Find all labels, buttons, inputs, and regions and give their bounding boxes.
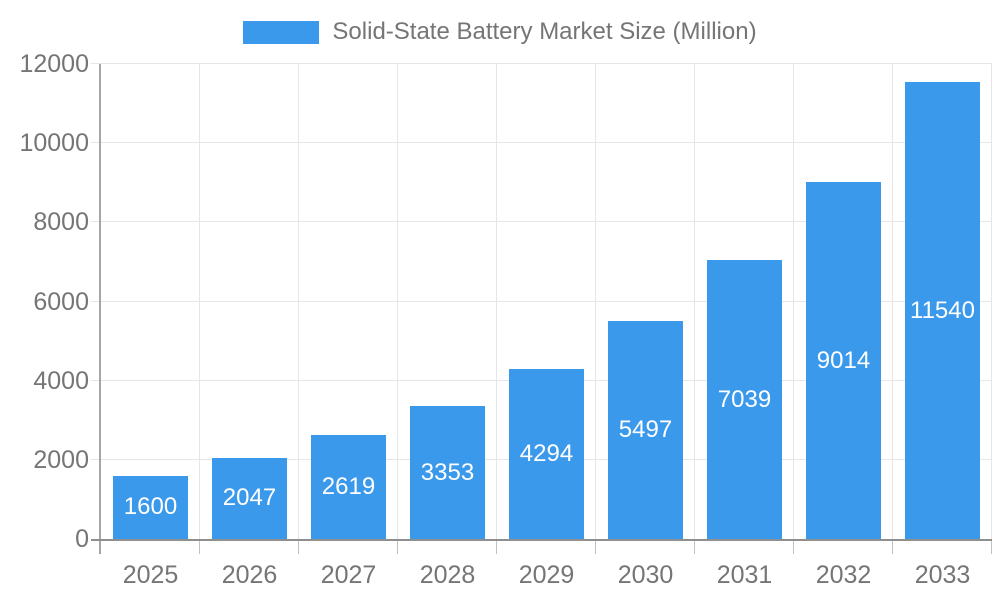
gridline-vertical [991, 64, 992, 539]
bar-2026[interactable]: 2047 [212, 457, 287, 539]
gridline-vertical [595, 64, 596, 539]
gridline-vertical [298, 64, 299, 539]
x-axis-tick [199, 541, 200, 554]
bar-2031[interactable]: 7039 [707, 260, 782, 539]
x-axis-line [91, 539, 992, 541]
bar-value-label: 1600 [123, 493, 178, 521]
bar-value-label: 4294 [519, 440, 574, 467]
bar-value-label: 11540 [910, 296, 975, 324]
bar-2028[interactable]: 3353 [410, 406, 485, 539]
y-axis-label: 4000 [33, 366, 89, 395]
bar-2027[interactable]: 2619 [311, 435, 386, 539]
x-axis-tick [892, 541, 893, 554]
x-axis-label: 2031 [716, 561, 773, 589]
bar-2032[interactable]: 9014 [806, 182, 881, 539]
x-axis-label: 2029 [518, 561, 575, 589]
bar-2025[interactable]: 1600 [113, 475, 188, 539]
x-axis-tick [694, 541, 695, 554]
gridline-vertical [397, 64, 398, 539]
x-axis-label: 2033 [914, 561, 971, 589]
y-axis-label: 2000 [33, 445, 89, 474]
x-axis-label: 2027 [320, 561, 377, 589]
bar-value-label: 3353 [420, 458, 475, 486]
bar-2029[interactable]: 4294 [509, 369, 584, 539]
y-axis-label: 12000 [19, 50, 89, 78]
y-axis-label: 0 [75, 525, 89, 553]
x-axis-tick [793, 541, 794, 554]
legend-label: Solid-State Battery Market Size (Million… [332, 18, 757, 45]
x-axis-label: 2026 [221, 561, 278, 589]
gridline-vertical [496, 64, 497, 539]
y-axis-labels: 0 2000 4000 6000 8000 10000 12000 [19, 50, 992, 553]
gridline-horizontal [91, 63, 992, 64]
x-axis-label: 2030 [617, 561, 674, 589]
bar-2030[interactable]: 5497 [608, 321, 683, 539]
y-axis-line [99, 64, 101, 554]
bar-2033[interactable]: 11540 [905, 82, 980, 539]
y-axis-label: 6000 [33, 287, 89, 316]
gridline-vertical [199, 64, 200, 539]
x-axis-tick [595, 541, 596, 554]
bar-value-label: 9014 [816, 346, 871, 374]
gridline-horizontal [91, 300, 992, 302]
bar-value-label: 5497 [618, 416, 673, 444]
gridline-vertical [694, 64, 695, 539]
x-axis-tick [991, 541, 992, 554]
x-axis-label: 2032 [815, 561, 872, 589]
gridline-horizontal [91, 221, 992, 223]
bar-value-label: 2047 [222, 484, 277, 512]
x-axis-label: 2028 [419, 561, 476, 589]
x-axis-tick [496, 541, 497, 554]
x-axis-label: 2025 [122, 561, 179, 589]
x-axis-tick [397, 541, 398, 554]
bars-layer: 1600 2047 2619 3353 4294 5497 7039 9014 11540 [101, 64, 992, 539]
gridline-horizontal [91, 142, 992, 144]
legend-color-swatch-icon [243, 20, 320, 44]
y-axis-label: 10000 [19, 129, 89, 158]
x-axis-labels: 2025 2026 2027 2028 2029 2030 2031 2032 2033 [101, 64, 992, 589]
x-axis-tick [298, 541, 299, 554]
bar-value-label: 7039 [717, 385, 772, 413]
gridline-vertical [793, 64, 794, 539]
bar-value-label: 2619 [321, 473, 376, 501]
y-axis-label: 8000 [33, 208, 89, 237]
legend[interactable]: Solid-State Battery Market Size (Million… [0, 17, 1000, 47]
gridline-vertical [892, 64, 893, 539]
